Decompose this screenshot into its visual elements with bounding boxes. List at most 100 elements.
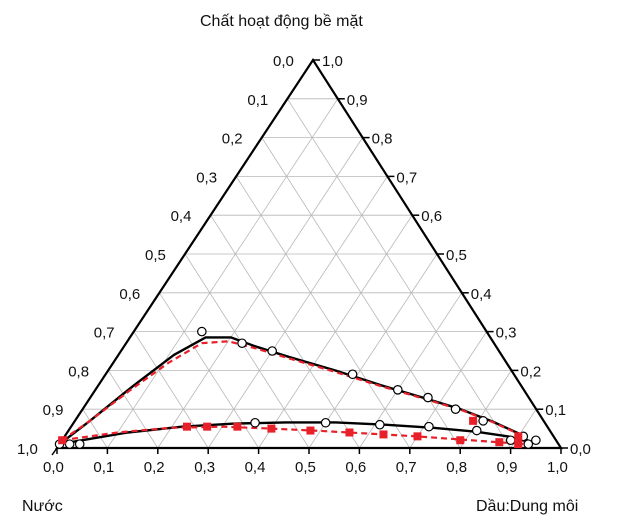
data-point-circle <box>505 435 516 446</box>
tick-label-left: 0,8 <box>68 363 89 380</box>
boundary-curve-dashed <box>61 425 524 446</box>
grid-line-water <box>107 370 159 449</box>
vertex-label-bottom-right: Dầu:Dung môi <box>476 498 578 515</box>
tick-label-right: 0,4 <box>471 286 492 303</box>
tick-label-bottom: 0,3 <box>194 459 215 476</box>
tick-label-right: 0,0 <box>570 441 591 458</box>
tick-label-bottom: 0,2 <box>144 459 165 476</box>
ternary-frame <box>51 57 568 456</box>
tick-label-right: 0,1 <box>545 402 566 419</box>
data-point-circle <box>74 439 85 449</box>
tick-label-left: 0,9 <box>43 402 64 419</box>
tick-label-bottom: 0,4 <box>245 459 266 476</box>
tick-label-bottom: 1,0 <box>547 459 568 476</box>
data-point-square <box>413 432 422 441</box>
tick-mark-left <box>76 408 84 417</box>
grid-line-oil <box>107 98 339 449</box>
tick-mark-left <box>256 137 263 146</box>
boundary-curves <box>58 336 531 446</box>
data-point-circle <box>197 326 207 337</box>
data-point-square <box>183 422 191 431</box>
tick-mark-left <box>153 292 161 301</box>
tick-mark-left <box>204 214 212 223</box>
tick-labels: 0,0 0,0 0,0 0,1 0,1 0,1 0,2 0,2 0,2 0,3 0,3 0,3 0,4 0… <box>17 53 591 476</box>
data-point-circle <box>374 419 385 430</box>
grid-line-oil <box>409 331 487 449</box>
grid-line-water <box>159 292 259 449</box>
tick-label-bottom: 0,1 <box>93 459 114 476</box>
tick-label-left: 0,7 <box>94 325 115 342</box>
data-point-square <box>379 430 388 439</box>
grid-line-water <box>235 176 411 449</box>
tick-label-left: 0,0 <box>273 53 294 70</box>
tick-label-left: 0,3 <box>196 169 217 186</box>
tick-label-left: 0,5 <box>145 247 166 264</box>
tick-mark-left <box>102 369 109 378</box>
tick-label-right: 0,5 <box>446 247 467 264</box>
tick-label-bottom: 0,7 <box>396 459 417 476</box>
data-point-circle <box>320 417 331 428</box>
tick-label-right: 1,0 <box>322 53 343 70</box>
data-point-circle <box>531 435 541 446</box>
grid-line-oil <box>308 253 438 449</box>
vertex-label-top: Chất hoạt động bề mặt <box>200 13 363 30</box>
data-point-circle <box>423 392 433 403</box>
grid-line-water <box>287 98 511 449</box>
data-point-square <box>514 440 523 449</box>
tick-label-right: 0,7 <box>396 169 417 186</box>
tick-label-right: 0,9 <box>347 92 368 109</box>
tick-label-bottom: 0,0 <box>43 459 64 476</box>
boundary-curve-dashed <box>61 340 526 443</box>
data-point-circle <box>347 369 358 380</box>
tick-label-bottom: 0,6 <box>345 459 366 476</box>
data-point-square <box>456 436 465 445</box>
grid-line-water <box>82 408 108 449</box>
data-point-circle <box>392 384 403 395</box>
data-point-square <box>495 438 504 447</box>
data-point-square <box>58 436 67 445</box>
grid-line-oil <box>459 370 512 449</box>
grid-line-water <box>184 253 310 449</box>
grid-line-oil <box>207 176 388 449</box>
data-point-circle <box>424 421 434 432</box>
tick-label-left: 0,1 <box>247 92 268 109</box>
data-point-circle <box>471 425 482 436</box>
grid-line-water <box>133 331 209 449</box>
tick-mark-left <box>281 98 289 107</box>
tick-label-left: 0,6 <box>119 286 140 303</box>
tick-label-bottom: 0,9 <box>497 459 518 476</box>
tick-label-right: 0,2 <box>520 363 541 380</box>
tick-label-left: 1,0 <box>17 441 38 458</box>
data-point-circle <box>478 416 488 426</box>
tick-mark-left <box>179 253 186 262</box>
data-point-square <box>233 422 242 431</box>
ternary-grid <box>82 98 537 449</box>
data-point-circle <box>523 439 534 449</box>
tick-mark-left <box>128 331 135 340</box>
data-point-circle <box>237 338 247 349</box>
data-point-square <box>203 422 212 431</box>
tick-mark-left <box>230 175 237 184</box>
data-point-square <box>345 428 354 437</box>
tick-label-bottom: 0,8 <box>446 459 467 476</box>
tick-mark-left <box>307 59 314 68</box>
data-point-square <box>306 426 315 435</box>
boundary-curve-solid <box>59 421 530 446</box>
data-point-circle <box>250 417 260 428</box>
tick-label-left: 0,4 <box>171 208 192 225</box>
data-point-circle <box>267 346 277 356</box>
data-point-circle <box>450 404 461 414</box>
data-point-circle <box>64 439 75 449</box>
tick-label-bottom: 0,5 <box>295 459 316 476</box>
data-point-square <box>267 424 276 433</box>
data-point-square <box>514 432 523 441</box>
tick-label-right: 0,6 <box>421 208 442 225</box>
tick-mark-left <box>51 447 58 456</box>
tick-label-right: 0,3 <box>496 325 517 342</box>
data-point-square <box>469 416 478 425</box>
data-points <box>54 326 541 449</box>
vertex-label-bottom-left: Nước <box>22 498 63 515</box>
tick-label-left: 0,2 <box>222 131 243 148</box>
tick-label-right: 0,8 <box>372 131 393 148</box>
